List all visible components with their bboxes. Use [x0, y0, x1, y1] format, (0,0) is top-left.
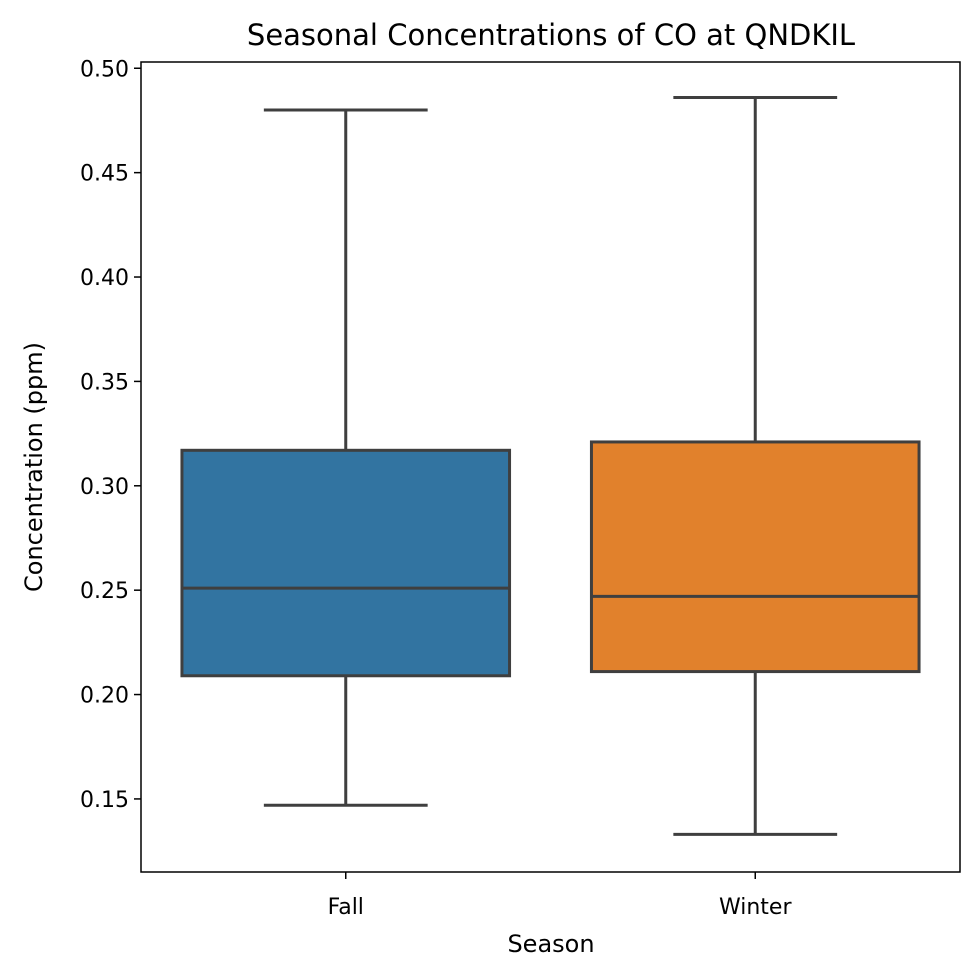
- y-tick-label: 0.50: [80, 57, 129, 82]
- box-winter: [589, 95, 921, 836]
- x-tick-label: Fall: [328, 895, 364, 920]
- y-tick-label: 0.40: [80, 266, 129, 291]
- y-tick-label: 0.15: [80, 788, 129, 813]
- plot-area: [180, 95, 921, 836]
- y-tick-label: 0.30: [80, 475, 129, 500]
- box-body: [180, 448, 512, 678]
- box-fall: [180, 108, 512, 807]
- x-axis-label: Season: [507, 930, 594, 958]
- y-axis-label: Concentration (ppm): [20, 342, 48, 592]
- y-tick-label: 0.25: [80, 579, 129, 604]
- box-body: [589, 440, 921, 674]
- y-tick-label: 0.45: [80, 162, 129, 187]
- y-tick-label: 0.20: [80, 684, 129, 709]
- chart-title: Seasonal Concentrations of CO at QNDKIL: [247, 18, 855, 52]
- y-tick-label: 0.35: [80, 370, 129, 395]
- plot-frame: [140, 61, 961, 873]
- x-tick-label: Winter: [719, 895, 792, 920]
